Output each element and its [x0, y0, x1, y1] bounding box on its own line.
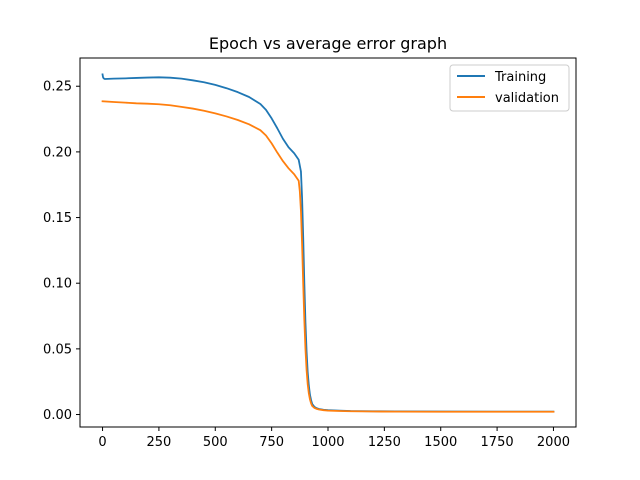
legend-label-training: Training [494, 70, 546, 85]
x-tick-label: 1250 [368, 435, 401, 450]
y-axis: 0.00 0.05 0.10 0.15 0.20 0.25 [43, 80, 80, 423]
y-tick-label: 0.15 [43, 211, 72, 226]
x-tick-label: 1500 [424, 435, 457, 450]
x-tick-label: 250 [146, 435, 171, 450]
legend-label-validation: validation [495, 91, 559, 106]
y-tick-label: 0.10 [43, 277, 72, 292]
y-tick-label: 0.05 [43, 342, 72, 357]
x-tick-label: 1750 [481, 435, 514, 450]
y-tick-label: 0.00 [43, 408, 72, 423]
x-tick-label: 0 [98, 435, 106, 450]
x-axis: 0 250 500 750 1000 1250 1500 1750 2000 [98, 427, 570, 450]
legend: Training validation [449, 64, 570, 112]
y-tick-label: 0.25 [43, 80, 72, 95]
series-layer [101, 73, 555, 413]
chart-title: Epoch vs average error graph [209, 34, 447, 53]
x-tick-label: 2000 [537, 435, 570, 450]
y-tick-label: 0.20 [43, 145, 72, 160]
x-tick-label: 750 [259, 435, 284, 450]
series-line-validation [101, 100, 555, 413]
axes-frame [79, 57, 577, 428]
x-tick-label: 500 [203, 435, 228, 450]
x-tick-label: 1000 [311, 435, 344, 450]
